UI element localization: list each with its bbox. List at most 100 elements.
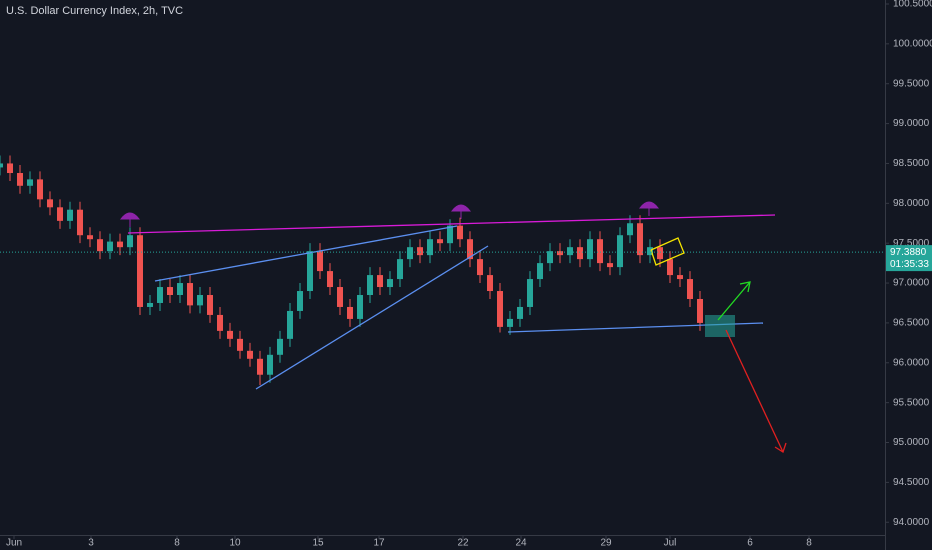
y-tick-label: 98.5000 — [893, 158, 930, 169]
candle-body — [427, 239, 433, 256]
x-tick-label: Jun — [6, 538, 22, 549]
candle-body — [337, 287, 343, 307]
y-tick-label: 99.0000 — [893, 118, 930, 129]
candle-body — [667, 259, 673, 276]
y-tick-label: 97.5000 — [893, 238, 930, 249]
candle-body — [417, 247, 423, 256]
candle-body — [627, 223, 633, 236]
candle-body — [557, 251, 563, 256]
candle-body — [47, 199, 53, 208]
candle-body — [377, 275, 383, 288]
candle-body — [477, 259, 483, 276]
candle-body — [467, 239, 473, 260]
candle-body — [167, 287, 173, 296]
candle-body — [587, 239, 593, 260]
candle-body — [407, 247, 413, 260]
candle-body — [537, 263, 543, 280]
x-tick-label: 8 — [806, 538, 812, 549]
x-tick-label: 10 — [229, 538, 241, 549]
up-arrow — [717, 281, 751, 321]
candle-body — [367, 275, 373, 296]
candle-body — [127, 235, 133, 248]
candle-body — [267, 354, 273, 375]
candle-body — [317, 251, 323, 272]
candle-body — [387, 279, 393, 288]
y-tick-label: 96.5000 — [893, 318, 930, 329]
candle-body — [577, 247, 583, 260]
candle-body — [37, 179, 43, 200]
candle-body — [0, 163, 3, 168]
y-tick-label: 95.0000 — [893, 437, 930, 448]
candle-body — [507, 318, 513, 327]
target-box — [705, 315, 735, 337]
x-tick-label: 22 — [457, 538, 469, 549]
countdown-label: 01:35:33 — [890, 259, 929, 270]
candle-body — [307, 251, 313, 292]
candle-body — [207, 295, 213, 315]
candle-body — [347, 306, 353, 319]
resistance-line — [127, 214, 776, 234]
wedge-upper — [154, 225, 458, 282]
candle-body — [437, 239, 443, 244]
y-tick-label: 94.0000 — [893, 517, 930, 528]
candle-body — [497, 291, 503, 327]
candle-body — [297, 291, 303, 311]
candle-body — [137, 235, 143, 307]
candle-body — [27, 179, 33, 186]
y-tick-label: 95.5000 — [893, 397, 930, 408]
candle-body — [7, 163, 13, 174]
candle-body — [527, 279, 533, 307]
y-tick-label: 94.5000 — [893, 477, 930, 488]
y-tick-label: 100.5000 — [893, 0, 932, 10]
x-tick-label: 17 — [373, 538, 385, 549]
candle-body — [687, 279, 693, 299]
candle-body — [287, 310, 293, 339]
candle-body — [397, 259, 403, 280]
candle-body — [357, 295, 363, 319]
candle-body — [177, 283, 183, 296]
candle-body — [327, 271, 333, 288]
candle-body — [247, 350, 253, 359]
candle-body — [187, 283, 193, 306]
x-tick-label: 3 — [88, 538, 94, 549]
candle-body — [17, 173, 23, 186]
candle-body — [157, 287, 163, 303]
candle-body — [647, 247, 653, 256]
candle-body — [697, 298, 703, 323]
candle-body — [447, 225, 453, 244]
candle-body — [97, 239, 103, 252]
candle-body — [277, 338, 283, 355]
candle-body — [487, 275, 493, 292]
candle-body — [217, 314, 223, 331]
candle-body — [597, 239, 603, 264]
candle-body — [517, 306, 523, 319]
x-tick-label: 29 — [600, 538, 612, 549]
x-tick-label: 6 — [747, 538, 753, 549]
y-tick-label: 96.0000 — [893, 357, 930, 368]
y-tick-label: 97.0000 — [893, 278, 930, 289]
candle-body — [567, 247, 573, 256]
down-arrow-head — [774, 442, 787, 453]
umbrella — [638, 201, 660, 216]
drawings — [127, 214, 787, 453]
candle-body — [197, 295, 203, 306]
candle-body — [257, 358, 263, 375]
candle-body — [237, 338, 243, 351]
candle-body — [57, 207, 63, 221]
x-tick-label: 24 — [515, 538, 527, 549]
last-price-label: 97.3880 — [890, 247, 927, 258]
down-arrow — [725, 329, 784, 453]
candle-body — [637, 223, 643, 256]
umbrella-icons — [119, 201, 660, 227]
umbrella — [450, 204, 472, 219]
candle-body — [657, 247, 663, 260]
candle-body — [607, 263, 613, 268]
x-tick-label: 8 — [174, 538, 180, 549]
candle-body — [77, 209, 83, 236]
candle-body — [107, 241, 113, 252]
candles — [0, 155, 703, 386]
up-arrow-head — [739, 281, 751, 293]
x-tick-label: 15 — [312, 538, 324, 549]
